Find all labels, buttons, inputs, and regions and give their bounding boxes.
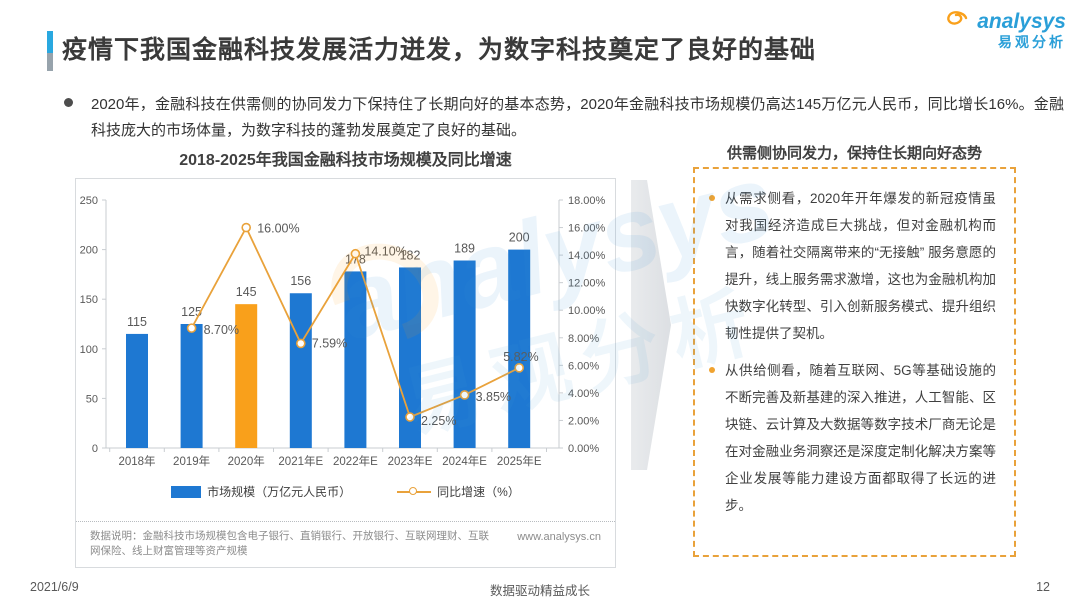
line-marker [405,412,415,422]
bar-value-label: 145 [236,285,257,299]
x-category-label: 2020年 [228,454,265,468]
growth-value-label: 16.00% [257,222,299,236]
insight-panel: 从需求侧看，2020年开年爆发的新冠疫情虽对我国经济造成巨大挑战，但对金融机构而… [693,167,1016,557]
right-tick-label: 2.00% [568,415,599,427]
bar-2019年 [180,324,203,448]
right-tick-label: 6.00% [568,360,599,372]
growth-value-label: 5.82% [503,350,538,364]
summary-bullet: 2020年，金融科技在供需侧的协同发力下保持住了长期向好的基本态势，2020年金… [64,92,1064,144]
right-arrow-icon [631,180,671,470]
market-chart: 0 50 100 150 200 250 0.00% 2.00% 4.00% 6.00% 8.00%… [80,195,606,468]
market-chart-card: 0 50 100 150 200 250 0.00% 2.00% 4.00% 6.00% 8.00%… [75,178,616,568]
bar-value-label: 115 [127,315,147,329]
data-note: 数据说明：金融科技市场规模包含电子银行、直销银行、开放银行、互联网理财、互联网保… [90,530,489,557]
panel-bullet-text: 从供给侧看，随着互联网、5G等基础设施的不断完善及新基建的深入推进，人工智能、区… [725,363,996,513]
legend-item-bars: 市场规模（万亿元人民币） [171,483,351,500]
left-tick-label: 100 [80,344,98,356]
panel-bullet-text: 从需求侧看，2020年开年爆发的新冠疫情虽对我国经济造成巨大挑战，但对金融机构而… [725,191,996,341]
bar-value-label: 182 [400,248,421,262]
right-tick-label: 14.00% [568,250,606,262]
bar-2021年E [289,293,312,448]
bullet-dot-icon [709,195,715,201]
legend-item-line: 同比增速（%） [397,483,520,500]
right-tick-label: 4.00% [568,388,599,400]
x-category-label: 2021年E [278,454,323,468]
line-marker [241,222,251,233]
x-category-label: 2024年E [442,454,487,468]
right-tick-label: 16.00% [568,223,606,235]
growth-value-label: 2.25% [421,414,456,428]
left-tick-label: 0 [92,443,98,455]
right-tick-label: 0.00% [568,443,599,455]
right-tick-label: 12.00% [568,278,606,290]
x-category-label: 2022年E [333,454,378,468]
bar-value-label: 156 [290,274,311,288]
chart-title: 2018-2025年我国金融科技市场规模及同比增速 [179,152,512,169]
growth-value-label: 7.59% [312,336,347,350]
list-item: 从供给侧看，随着互联网、5G等基础设施的不断完善及新基建的深入推进，人工智能、区… [709,357,996,519]
bar-swatch-icon [171,485,202,498]
line-marker [350,248,361,259]
logo-brand-cn-text: 易观分析 [998,34,1066,50]
page-number: 12 [1036,580,1050,594]
x-category-label: 2025年E [497,454,542,468]
bullet-dot-icon [64,98,73,107]
bar-value-label: 200 [509,231,530,245]
line-marker [186,323,197,333]
bar-value-label: 125 [181,305,202,319]
right-tick-label: 10.00% [568,305,606,317]
bar-2025年E [508,249,531,448]
left-tick-label: 50 [86,393,98,405]
right-tick-label: 18.00% [568,195,606,207]
growth-value-label: 3.85% [476,390,511,404]
footer-slogan: 数据驱动精益成长 [489,584,590,598]
line-swatch-icon [397,486,432,495]
line-marker [514,363,525,373]
line-marker [459,390,470,400]
chart-legend: 市场规模（万亿元人民币） 同比增速（%） [76,483,615,500]
source-link[interactable]: www.analysys.cn [517,531,601,543]
bullet-dot-icon [709,367,715,373]
line-marker [296,338,306,349]
growth-value-label: 14.10% [364,245,406,259]
bar-2018年 [126,333,148,448]
summary-text: 2020年，金融科技在供需侧的协同发力下保持住了长期向好的基本态势，2020年金… [91,96,1064,139]
legend-label-line: 同比增速（%） [437,485,520,499]
bar-2022年E [344,271,367,448]
growth-value-label: 8.70% [204,323,239,337]
x-category-label: 2019年 [173,454,210,468]
x-category-label: 2023年E [388,454,433,468]
footer-date: 2021/6/9 [30,580,79,594]
left-tick-label: 200 [80,245,98,257]
logo-brand-text: analysys [977,10,1066,33]
x-category-label: 2018年 [118,454,155,468]
panel-title: 供需侧协同发力，保持住长期向好态势 [726,145,982,162]
left-tick-label: 150 [80,294,98,306]
bar-2020年 [235,304,258,448]
analysys-logo: analysys 易观分析 [946,10,1066,52]
list-item: 从需求侧看，2020年开年爆发的新冠疫情虽对我国经济造成巨大挑战，但对金融机构而… [709,185,996,347]
bar-value-label: 189 [454,242,475,256]
title-accent-bar [47,31,53,71]
bar-2024年E [453,260,476,448]
right-tick-label: 8.00% [568,333,599,345]
footer: 2021/6/9 数据驱动精益成长 12 [0,580,1080,600]
chart-note-row: 数据说明：金融科技市场规模包含电子银行、直销银行、开放银行、互联网理财、互联网保… [76,521,615,567]
page-title: 疫情下我国金融科技发展活力迸发，为数字科技奠定了良好的基础 [62,36,817,64]
legend-label-bars: 市场规模（万亿元人民币） [207,485,352,499]
left-tick-label: 250 [80,195,98,207]
